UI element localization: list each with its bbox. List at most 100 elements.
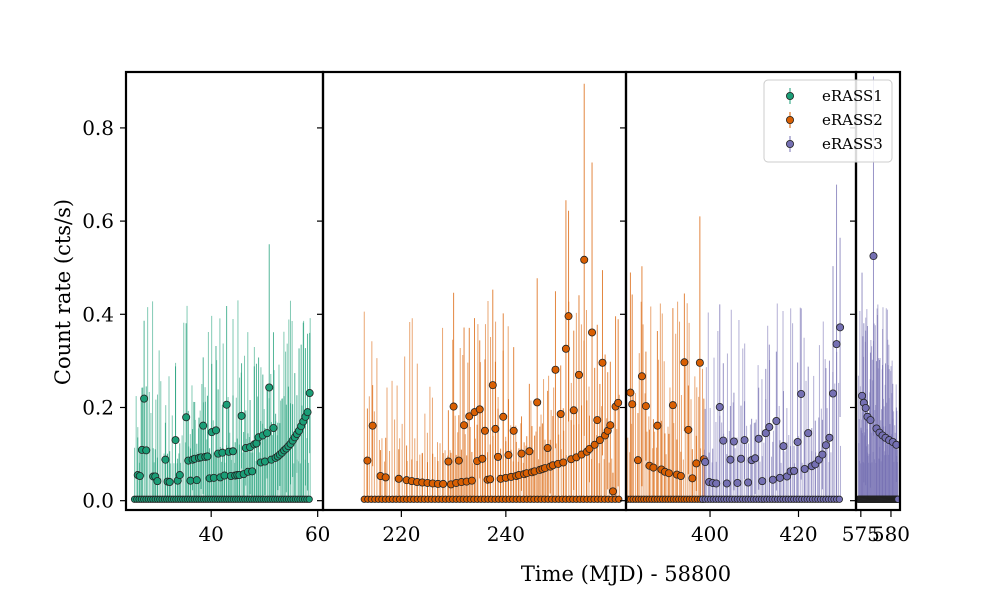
data-point [559,458,568,467]
data-point [740,436,749,445]
data-point [465,412,474,421]
panel-1-plot-area [130,244,314,503]
data-point [460,421,469,430]
data-point [869,252,878,261]
data-point [199,421,208,430]
panel-4-plot-area [856,76,900,503]
data-point [585,444,594,453]
data-point [641,402,650,411]
y-axis-title: Count rate (cts/s) [51,199,75,385]
x-tick-label: 580 [872,522,910,546]
data-point [543,444,552,453]
data-point [668,401,677,410]
data-point [695,358,704,367]
data-point [263,429,272,438]
data-point [726,455,735,464]
data-point [758,477,767,486]
data-point [637,372,646,381]
data-point [829,389,838,398]
data-point [606,421,615,430]
data-point [595,436,604,445]
data-point [203,452,212,461]
data-point [701,458,710,467]
data-point [633,456,642,465]
data-point [467,476,476,485]
data-point [491,424,500,433]
data-point [588,328,597,337]
x-tick-label: 575 [842,522,880,546]
data-point [825,433,834,442]
data-point [182,413,191,422]
data-point [248,467,257,476]
data-point [712,479,721,488]
data-point [836,323,845,332]
data-point [229,447,238,456]
data-point [574,370,583,379]
data-point [499,412,508,421]
data-point [722,479,731,488]
data-point [192,476,201,485]
x-tick-label: 60 [305,522,330,546]
legend-marker [786,139,795,148]
data-point [486,475,495,484]
data-point [135,471,144,480]
data-point [754,434,763,443]
data-point [772,417,781,426]
data-point [715,403,724,412]
data-point [363,456,372,465]
data-point [628,400,637,409]
y-tick-label: 0.4 [82,302,114,326]
x-tick-label: 240 [487,522,525,546]
data-point [761,429,770,438]
data-point [608,487,617,496]
data-point [779,442,788,451]
data-point [751,454,760,463]
data-point [598,358,607,367]
data-point [175,471,184,480]
data-point [580,255,589,264]
data-point [153,477,162,486]
data-point [615,495,623,503]
data-point [664,469,673,478]
data-point [569,406,578,415]
data-point [688,474,697,483]
data-point [525,447,534,456]
data-point [444,457,453,466]
data-point [222,400,231,409]
legend-box [763,79,893,163]
data-point [590,440,599,449]
data-point [676,471,685,480]
y-tick-label: 0.2 [82,395,114,419]
data-point [719,436,728,445]
data-point [142,446,151,455]
data-point [737,454,746,463]
data-point [821,441,830,450]
data-point [488,381,497,390]
panel-3-plot-area [626,184,845,503]
data-point [494,452,503,461]
data-point [533,398,542,407]
data-point [861,403,870,412]
legend-label: eRASS2 [822,111,883,129]
y-tick-label: 0.8 [82,116,114,140]
panel-4-frame [854,70,902,512]
data-point [832,340,841,349]
data-point [614,398,623,407]
legend-marker [786,116,795,125]
data-point [775,473,784,482]
y-tick-label: 0.0 [82,489,114,513]
data-point [593,416,602,425]
data-point [649,463,658,472]
data-point [564,312,573,321]
data-point [653,421,662,430]
data-point [800,464,809,473]
data-point [394,474,403,483]
data-point [797,389,806,398]
x-tick-label: 40 [198,522,223,546]
data-point [866,416,875,425]
x-tick-label: 400 [691,522,729,546]
legend-marker [786,92,795,101]
data-point [475,405,484,414]
